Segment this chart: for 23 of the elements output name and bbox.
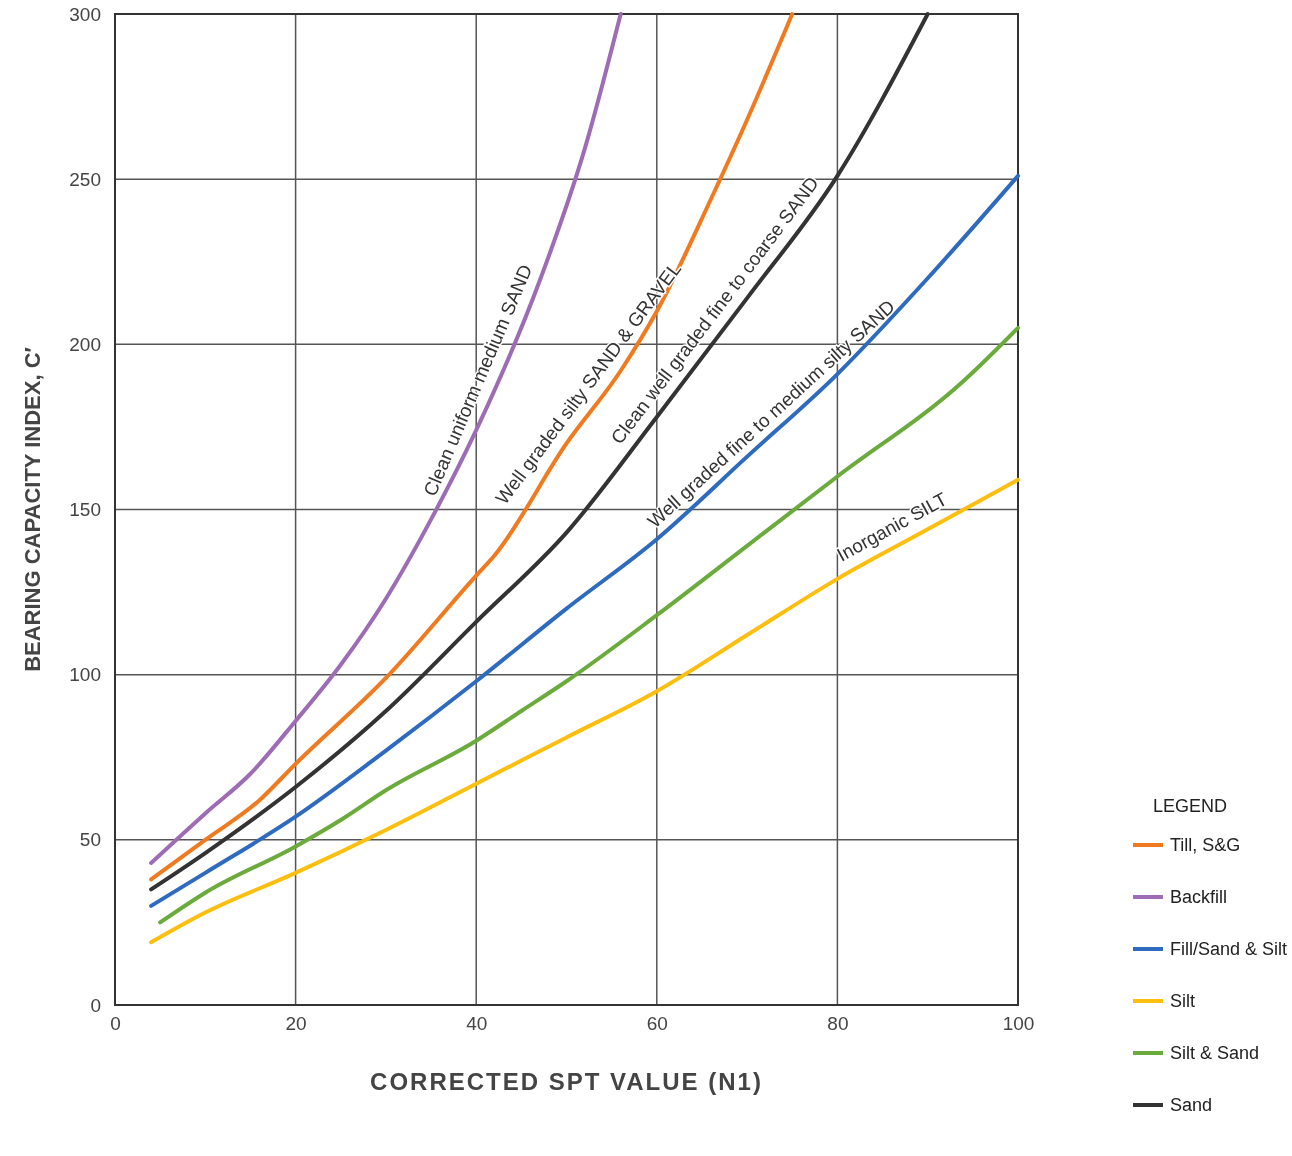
x-tick-label: 20 bbox=[285, 1013, 307, 1035]
x-axis-title: CORRECTED SPT VALUE (N1) bbox=[370, 1068, 763, 1095]
y-tick-label: 100 bbox=[69, 664, 101, 686]
legend-label: Silt & Sand bbox=[1170, 1043, 1260, 1064]
legend-title: LEGEND bbox=[1153, 796, 1228, 816]
legend-label: Backfill bbox=[1170, 887, 1228, 908]
x-tick-label: 60 bbox=[646, 1013, 668, 1035]
y-axis-title: BEARING CAPACITY INDEX, C′ bbox=[20, 347, 45, 672]
legend-label: Till, S&G bbox=[1170, 835, 1241, 856]
y-tick-label: 150 bbox=[69, 499, 101, 521]
y-tick-label: 250 bbox=[69, 168, 101, 190]
x-tick-label: 100 bbox=[1002, 1013, 1035, 1035]
y-tick-label: 300 bbox=[69, 3, 101, 25]
legend-label: Silt bbox=[1170, 991, 1196, 1012]
x-tick-label: 0 bbox=[110, 1013, 121, 1035]
line-series bbox=[149, 173, 1020, 908]
legend-label: Sand bbox=[1170, 1095, 1213, 1116]
legend-label: Fill/Sand & Silt bbox=[1170, 939, 1288, 960]
x-tick-label: 40 bbox=[466, 1013, 488, 1035]
y-tick-label: 50 bbox=[79, 829, 101, 851]
y-tick-label: 0 bbox=[90, 994, 101, 1016]
y-tick-label: 200 bbox=[69, 333, 101, 355]
x-tick-label: 80 bbox=[827, 1013, 849, 1035]
